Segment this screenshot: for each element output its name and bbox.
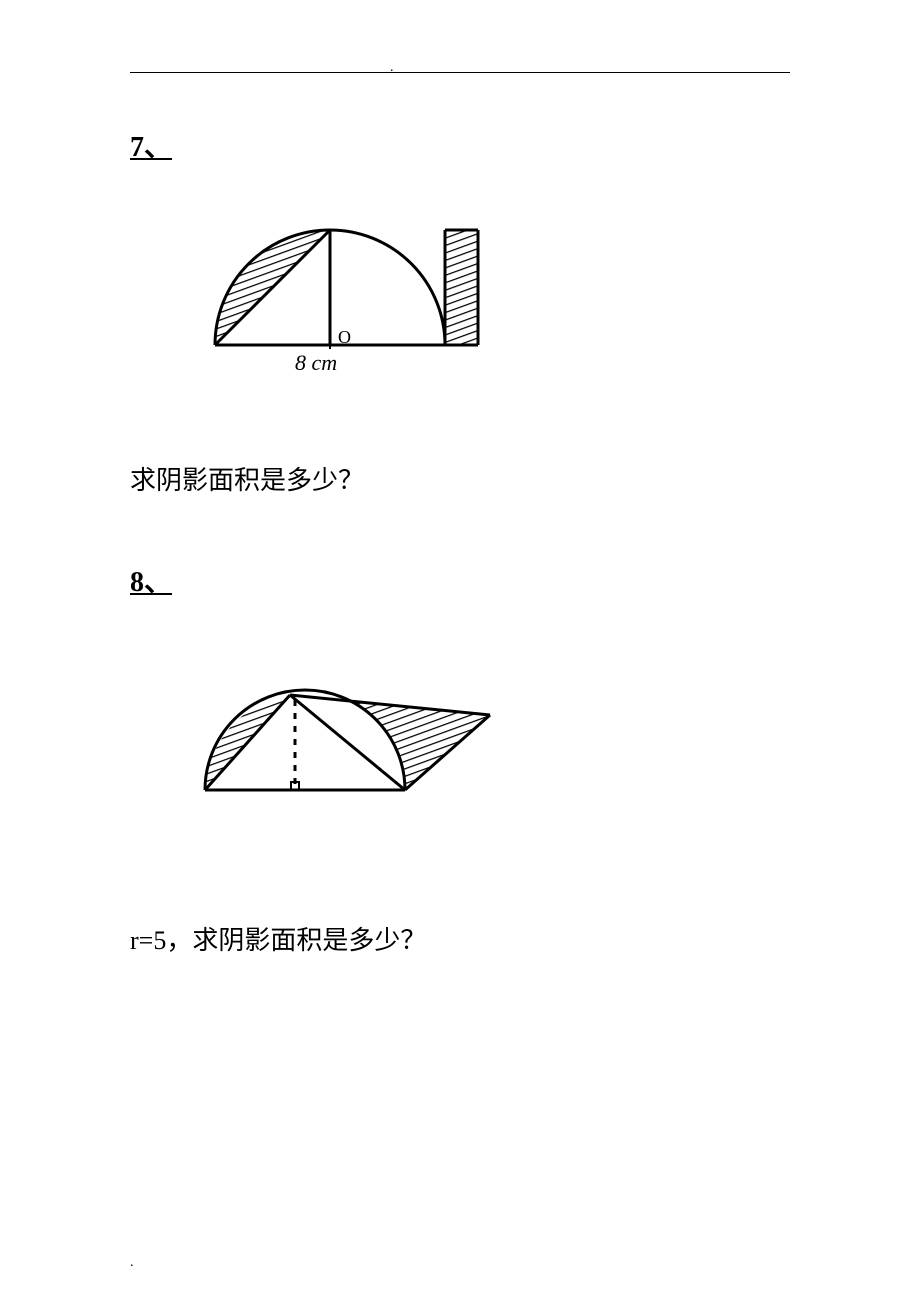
problem-8-figure	[170, 660, 510, 820]
footer-dot: .	[130, 1255, 134, 1271]
header-dot: .	[390, 60, 394, 76]
problem-7-figure: O 8 cm	[180, 185, 480, 395]
problem-7-number: 7、	[130, 125, 172, 165]
problem-8-number: 8、	[130, 560, 172, 600]
problem-7-question: 求阴影面积是多少？	[130, 460, 364, 497]
center-label: O	[338, 327, 351, 347]
header-rule	[130, 72, 790, 73]
problem-8-question: r=5，求阴影面积是多少？	[130, 920, 426, 957]
worksheet-page: . 7、	[0, 0, 920, 1302]
dimension-label: 8 cm	[295, 350, 337, 375]
